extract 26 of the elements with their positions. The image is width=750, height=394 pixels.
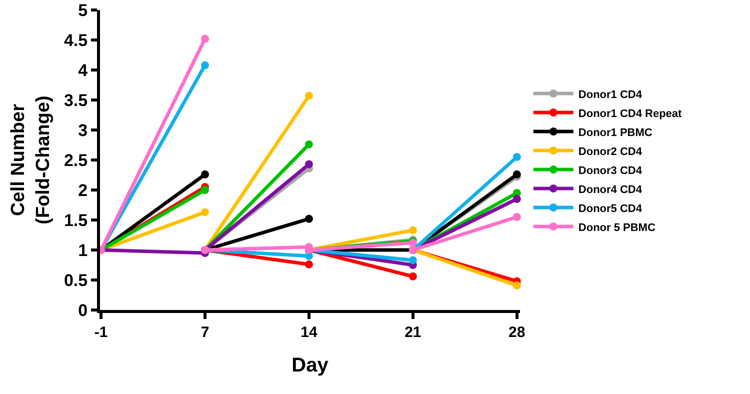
legend-label: Donor1 CD4 Repeat [578, 108, 682, 120]
legend-label: Donor1 CD4 [578, 88, 643, 101]
y-tick-label: 2.5 [64, 150, 88, 170]
y-tick-label: 0 [78, 300, 88, 320]
legend-label: Donor4 CD4 [578, 184, 643, 196]
legend-label: Donor3 CD4 [578, 164, 643, 177]
legend-label: Donor2 CD4 [578, 146, 643, 158]
y-tick-label: 1.5 [64, 210, 88, 230]
y-tick-label: 1 [78, 240, 88, 260]
legend-label: Donor1 PBMC [578, 126, 652, 139]
y-tick-label: 2 [78, 180, 88, 200]
x-tick-label: -1 [94, 324, 108, 341]
x-axis-title: Day [292, 354, 330, 376]
y-tick-label: 0.5 [64, 270, 88, 290]
x-tick-label: 21 [404, 324, 422, 341]
y-tick-label: 4.5 [64, 30, 88, 50]
y-axis-title: Cell Number (Fold-Change) [8, 96, 54, 224]
x-tick-label: 28 [508, 324, 526, 341]
y-tick-label: 5 [78, 0, 88, 20]
legend-label: Donor5 CD4 [578, 202, 643, 215]
y-tick-label: 3.5 [64, 90, 88, 110]
legend-label: Donor 5 PBMC [578, 222, 656, 234]
x-tick-label: 14 [300, 324, 318, 341]
y-tick-label: 4 [78, 60, 88, 80]
y-tick-label: 3 [78, 120, 88, 140]
x-tick-label: 7 [200, 324, 210, 341]
